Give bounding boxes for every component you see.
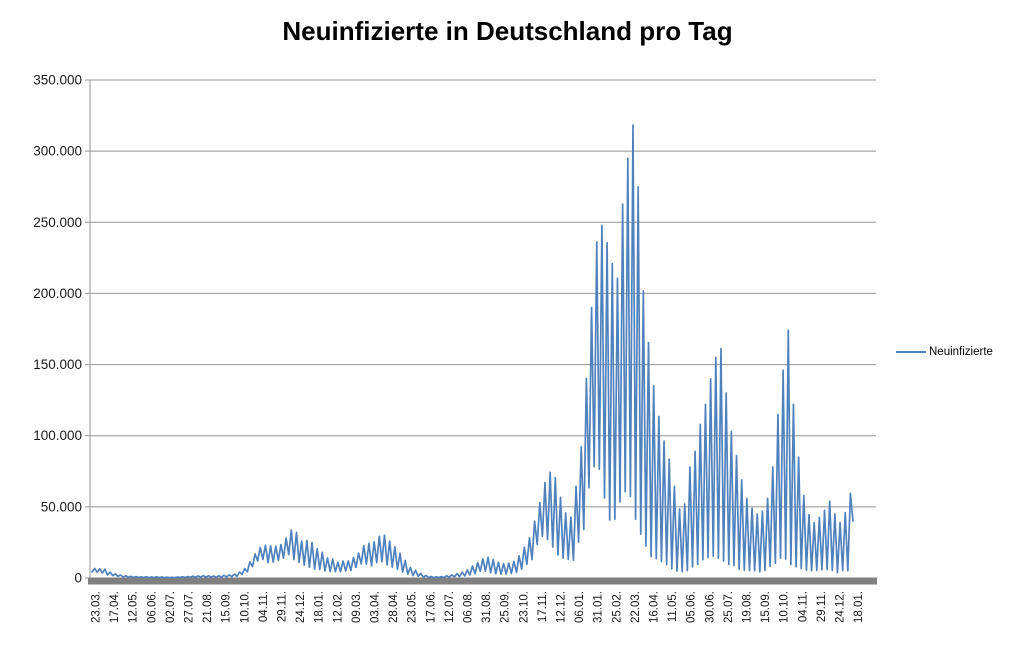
x-axis-label: 25.07. xyxy=(723,591,735,623)
x-axis-label: 23.10. xyxy=(518,591,530,623)
x-axis-label: 17.06. xyxy=(425,591,437,623)
x-axis-label: 12.05. xyxy=(128,591,140,623)
x-axis-label: 09.03. xyxy=(351,591,363,623)
y-axis-label: 150.000 xyxy=(33,357,82,372)
x-axis-label: 06.08. xyxy=(463,591,475,623)
legend-line-swatch xyxy=(896,351,926,353)
chart-title: Neuinfizierte in Deutschland pro Tag xyxy=(282,16,733,46)
x-axis-label: 12.07. xyxy=(444,591,456,623)
y-axis-label: 300.000 xyxy=(33,144,82,159)
x-axis-label: 24.12. xyxy=(295,591,307,623)
x-axis-label: 17.11. xyxy=(537,591,549,622)
x-axis-label: 31.01. xyxy=(593,591,605,623)
x-axis-label: 28.04. xyxy=(388,591,400,623)
y-axis-label: 350.000 xyxy=(33,73,82,88)
x-axis-label: 23.05. xyxy=(407,591,419,623)
legend-label: Neuinfizierte xyxy=(929,346,993,358)
x-axis-label: 25.09. xyxy=(500,591,512,623)
x-axis-label: 12.12. xyxy=(556,591,568,623)
x-axis-label: 15.09. xyxy=(760,591,772,623)
x-axis-label: 11.05. xyxy=(667,591,679,622)
x-axis-label: 10.10. xyxy=(779,591,791,623)
y-axis-label: 100.000 xyxy=(33,428,82,443)
x-axis-label: 03.04. xyxy=(370,591,382,623)
x-axis-label: 12.02. xyxy=(332,591,344,623)
x-axis-label: 16.04. xyxy=(649,591,661,623)
series-line-neuinfizierte xyxy=(91,124,854,579)
x-axis-label: 25.02. xyxy=(611,591,623,623)
x-axis-label: 18.01. xyxy=(314,591,326,623)
x-axis-label: 24.12. xyxy=(835,591,847,623)
x-axis-label: 30.06. xyxy=(704,591,716,623)
x-axis-label: 04.11. xyxy=(258,591,270,622)
x-axis-label: 23.03. xyxy=(91,591,103,623)
x-axis-label: 22.03. xyxy=(630,591,642,623)
x-axis-label: 05.06. xyxy=(686,591,698,623)
x-axis-label: 04.11. xyxy=(797,591,809,622)
legend: Neuinfizierte xyxy=(896,346,993,358)
x-axis-label: 31.08. xyxy=(481,591,493,623)
y-axis-label: 50.000 xyxy=(41,499,82,514)
x-axis-bar xyxy=(88,577,877,585)
x-axis-label: 29.11. xyxy=(277,591,289,622)
x-axis-label: 15.09. xyxy=(221,591,233,623)
x-axis-label: 21.08. xyxy=(202,591,214,623)
x-axis-label: 02.07. xyxy=(165,591,177,623)
x-axis-label: 19.08. xyxy=(742,591,754,623)
x-axis-label: 29.11. xyxy=(816,591,828,622)
y-axis-label: 250.000 xyxy=(33,215,82,230)
y-axis-label: 0 xyxy=(74,571,82,586)
x-axis-label: 27.07. xyxy=(184,591,196,623)
x-axis-label: 17.04. xyxy=(109,591,121,623)
x-axis-label: 06.01. xyxy=(574,591,586,623)
y-axis-label: 200.000 xyxy=(33,286,82,301)
x-axis-label: 06.06. xyxy=(146,591,158,623)
x-axis-label: 10.10. xyxy=(239,591,251,623)
x-axis-label: 18.01. xyxy=(853,591,865,623)
